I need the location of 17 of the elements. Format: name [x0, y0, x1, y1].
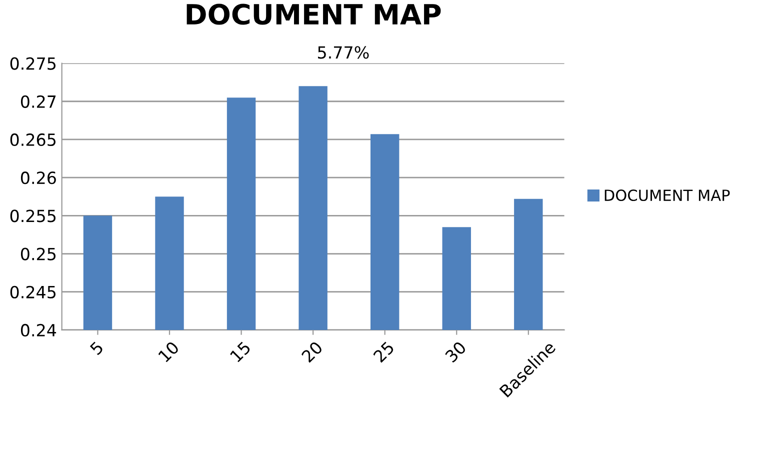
x-tick-label: 25 — [372, 340, 395, 363]
y-tick-label: 0.25 — [20, 248, 56, 260]
x-tick-label: 5 — [90, 341, 104, 356]
x-tick-label: 10 — [158, 340, 180, 363]
legend-label: DOCUMENT MAP — [604, 189, 730, 202]
x-tick-label: 15 — [230, 341, 252, 363]
text: 5.77% — [318, 46, 369, 59]
chart-title: DOCUMENT MAP — [186, 4, 441, 25]
y-tick-label: 0.24 — [20, 324, 56, 337]
y-tick-label: 0.265 — [10, 133, 56, 146]
y-tick-label: 0.245 — [10, 286, 56, 298]
y-tick-label: 0.275 — [10, 57, 56, 70]
y-tick-label: 0.255 — [10, 210, 56, 222]
y-tick-label: 0.26 — [20, 172, 56, 184]
y-tick-label: 0.27 — [20, 95, 56, 108]
x-tick-label: 20 — [300, 340, 324, 363]
x-tick-label: 30 — [444, 340, 467, 363]
